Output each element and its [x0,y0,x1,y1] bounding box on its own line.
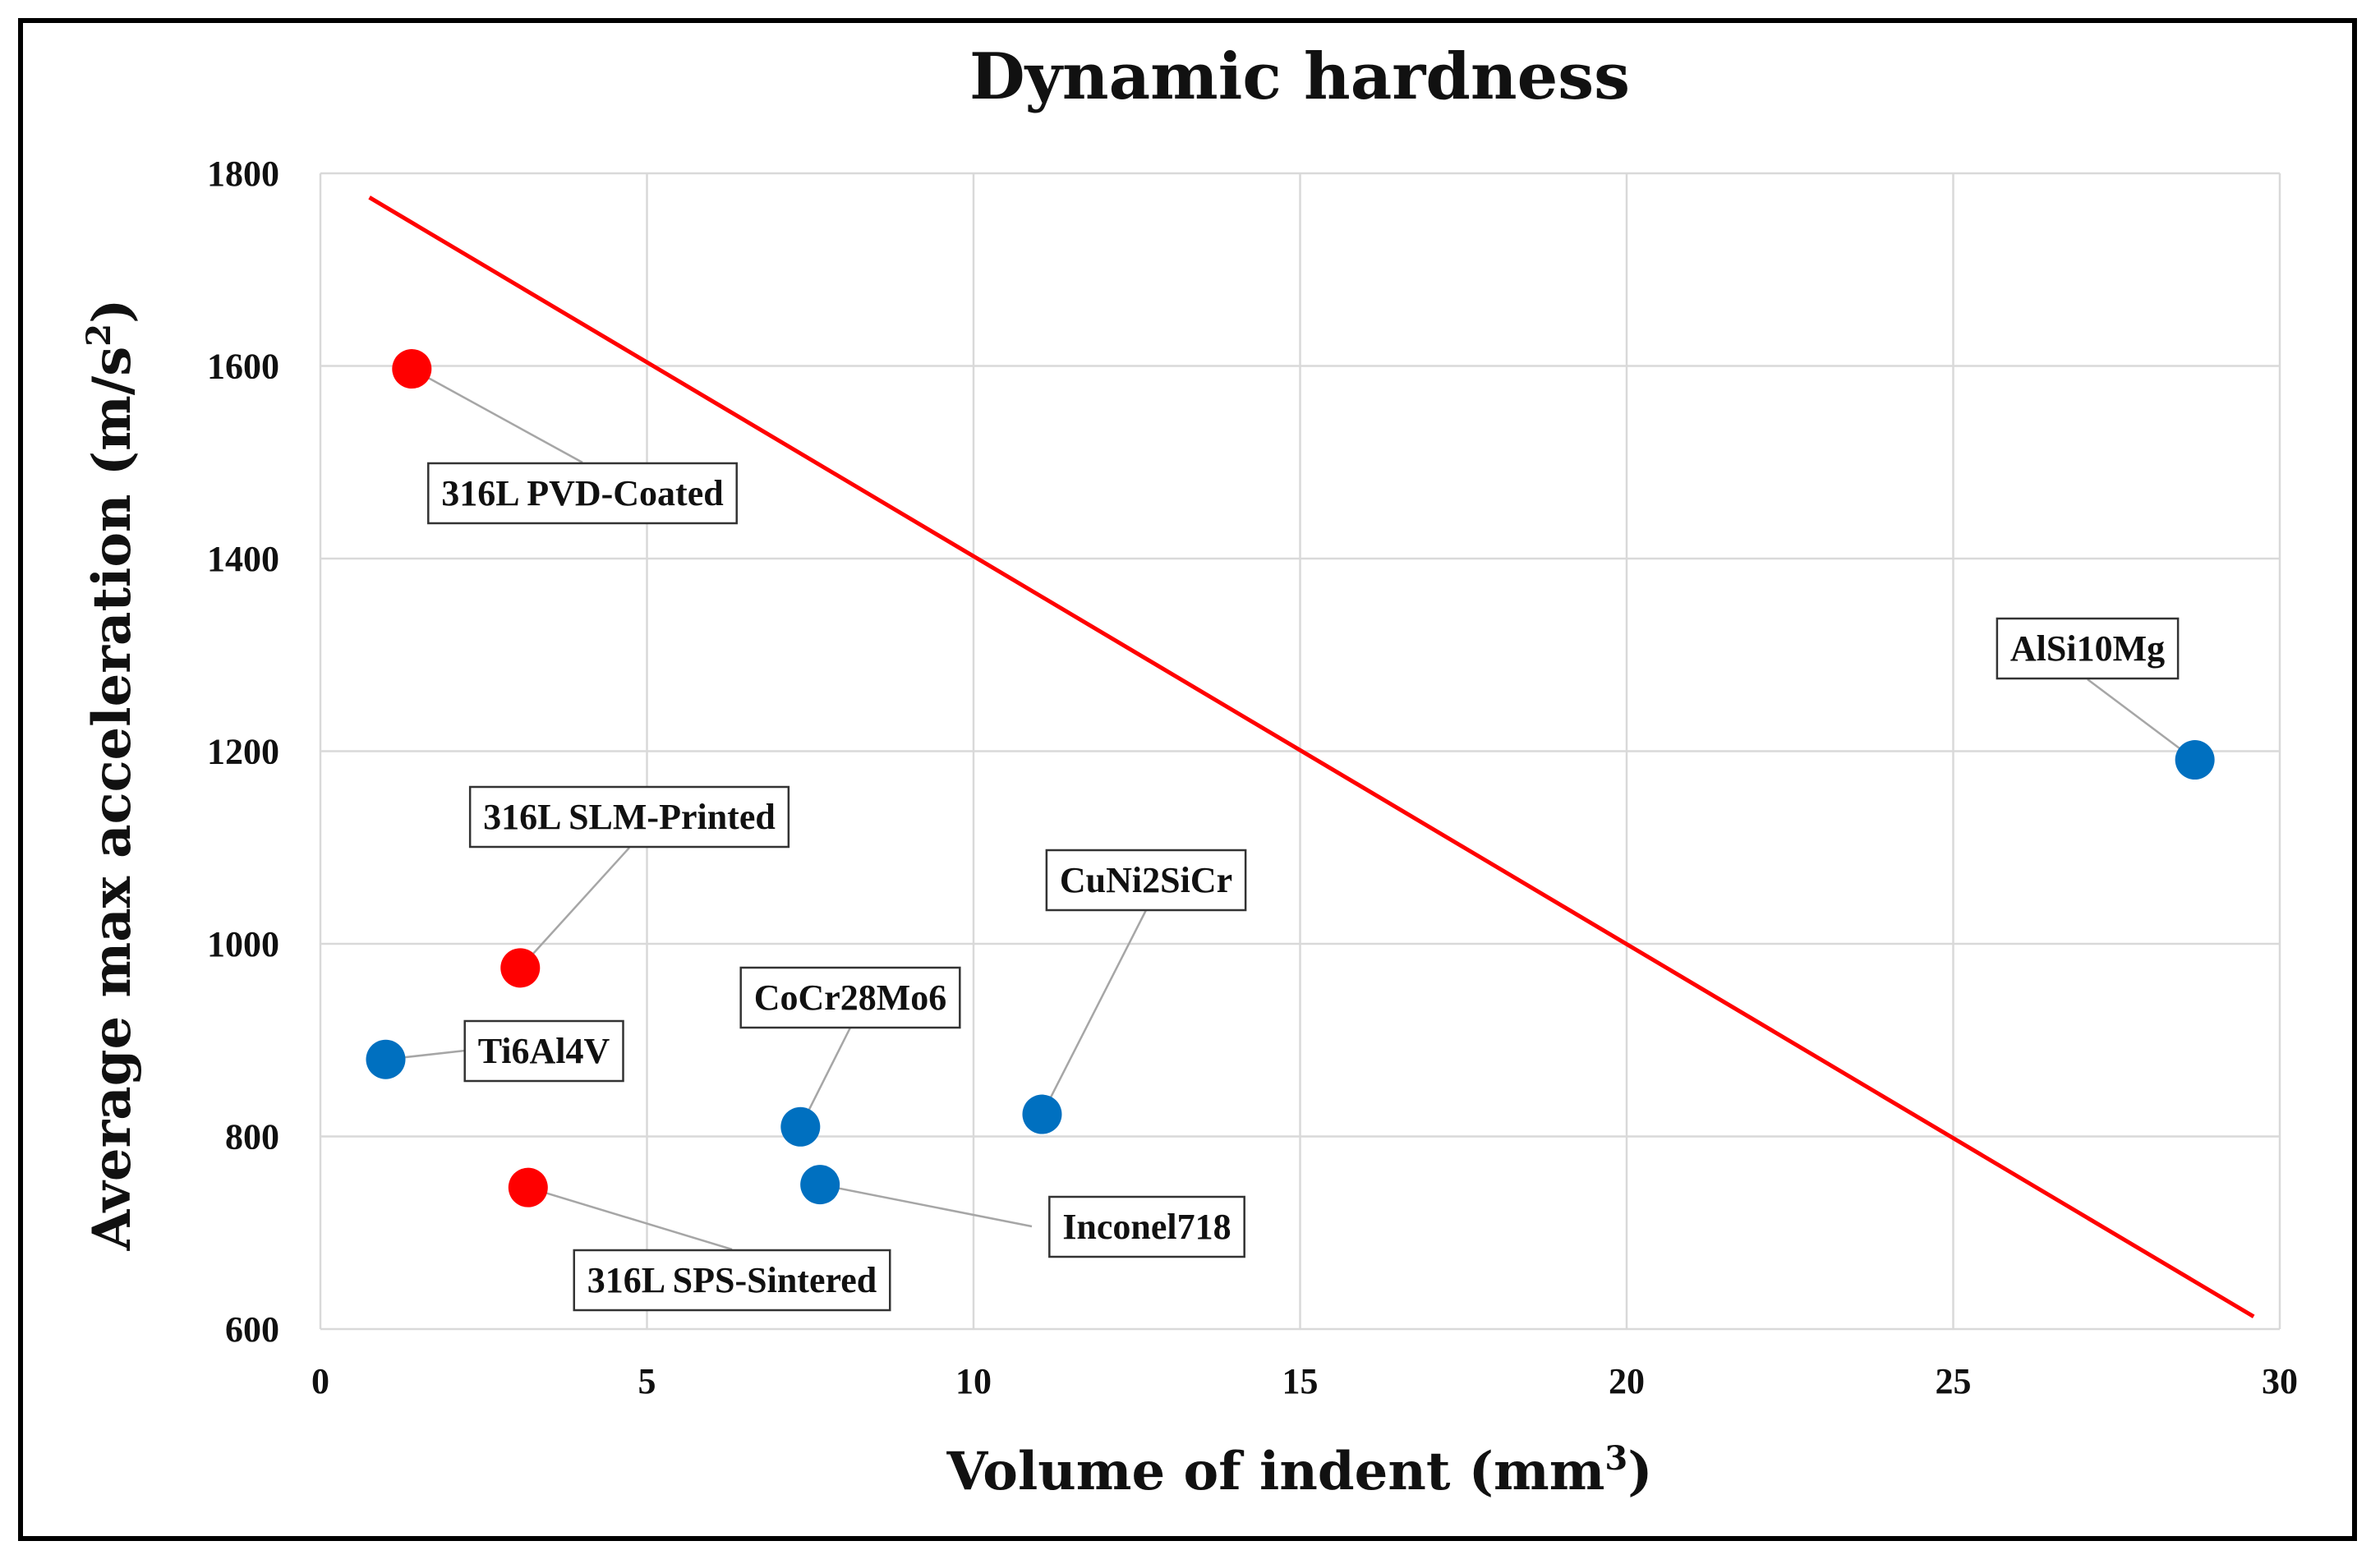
point-label-box [573,1249,891,1312]
point-label-box [1045,849,1247,912]
point-label-box [739,966,961,1029]
figure-frame: 0 5 10 15 20 25 30 600 800 1000 1200 1400 1600 1800 3… [18,18,2357,1541]
y-tick-label: 1200 [207,732,279,772]
data-point [2175,740,2215,780]
x-tick-label: 25 [1936,1361,1972,1401]
data-point [366,1039,406,1079]
point-label: AlSi10Mg [1996,617,2180,680]
x-tick-label: 20 [1609,1361,1645,1401]
grid-lines [319,172,2281,1331]
y-axis-label-text: Average max acceleration (m/s [81,347,143,1252]
point-label: 316L PVD-Coated [427,462,738,525]
data-point [508,1167,548,1208]
point-labels: 316L PVD-Coated 316L SLM-Printed 316L SPS-… [427,462,2180,1312]
data-point [392,349,432,389]
x-tick-label: 15 [1282,1361,1319,1401]
x-axis-label: Volume of indent (mm3) [946,1439,1652,1502]
y-axis-label-end: ) [81,299,143,324]
point-label-box [468,785,790,849]
point-label-box [427,462,738,525]
x-tick-label: 10 [955,1361,992,1401]
data-points [366,349,2215,1208]
x-axis-label-end: ) [1627,1441,1652,1502]
y-tick-label: 800 [225,1117,279,1157]
point-label: CuNi2SiCr [1045,849,1247,912]
point-label-text: 316L SPS-Sintered [587,1260,877,1300]
x-axis-label-superscript: 3 [1604,1439,1627,1478]
point-label-box [1048,1195,1245,1258]
point-label-text: Inconel718 [1062,1207,1231,1247]
x-tick-label: 5 [638,1361,656,1401]
y-tick-label: 600 [225,1309,279,1350]
x-tick-label: 0 [311,1361,329,1401]
chart-title: Dynamic hardness [969,39,1630,114]
x-axis-label-text: Volume of indent (mm [946,1441,1604,1502]
point-label-text: AlSi10Mg [2010,628,2165,669]
leader-line [519,847,630,969]
leader-line [1041,909,1148,1116]
point-label-text: CoCr28Mo6 [754,978,947,1018]
y-axis-label: Average max acceleration (m/s2) [80,299,143,1252]
data-point [500,948,541,988]
y-tick-label: 1400 [207,539,279,579]
leader-line [527,1186,733,1251]
point-label-text: 316L SLM-Printed [483,797,776,837]
y-tick-label: 1000 [207,924,279,964]
point-label: 316L SPS-Sintered [573,1249,891,1312]
point-label-text: CuNi2SiCr [1060,860,1232,900]
leader-line [819,1183,1033,1228]
point-label: Inconel718 [1048,1195,1245,1258]
point-label-box [1996,617,2180,680]
point-label-box [463,1019,624,1083]
x-tick-label: 30 [2262,1361,2298,1401]
y-axis-label-superscript: 2 [80,324,118,347]
point-label-text: 316L PVD-Coated [441,473,723,513]
trendline [368,196,2255,1318]
trendline-group [368,196,2255,1318]
data-point [800,1165,840,1205]
y-tick-label: 1600 [207,347,279,387]
leader-line [2087,678,2196,761]
point-label: Ti6Al4V [463,1019,624,1083]
data-point [780,1106,821,1147]
data-point [1022,1094,1062,1134]
leader-line [411,367,583,464]
axes: 0 5 10 15 20 25 30 600 800 1000 1200 1400 1600 1800 [207,154,2298,1401]
y-tick-label: 1800 [207,154,279,194]
point-label: CoCr28Mo6 [739,966,961,1029]
point-label-text: Ti6Al4V [478,1031,610,1071]
scatter-chart: 0 5 10 15 20 25 30 600 800 1000 1200 1400 1600 1800 3… [80,39,2298,1502]
point-label: 316L SLM-Printed [468,785,790,849]
